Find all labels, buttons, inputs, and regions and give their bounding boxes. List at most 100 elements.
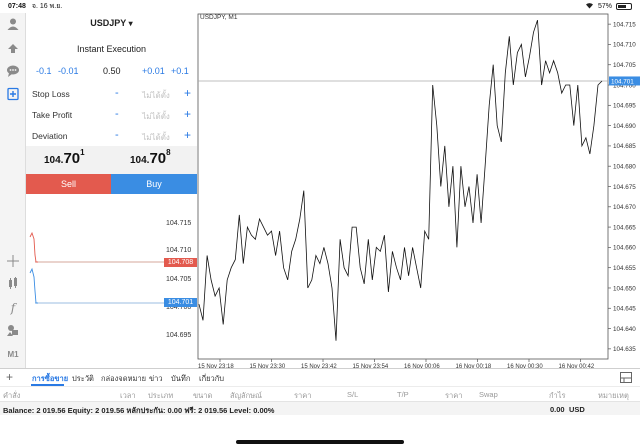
tab-about[interactable]: เกี่ยวกับ [199,374,225,383]
x-tick-label: 15 Nov 23:42 [301,364,337,369]
current-price-tag: 104.701 [611,78,634,85]
sell-price: 104.701 [44,148,85,168]
volume-minus-small-button[interactable]: -0.01 [58,66,79,76]
x-tick-label: 16 Nov 00:18 [456,364,492,369]
stop-loss-plus-button[interactable]: + [184,86,192,100]
symbol-selector[interactable]: USDJPY ▾ [26,18,197,28]
buy-price-prefix: 104. [130,155,150,166]
stop-loss-minus-button[interactable]: - [115,87,119,99]
execution-type[interactable]: Instant Execution [76,44,147,54]
deviation-input[interactable]: ไม่ได้ตั้ง [142,133,170,142]
tick-chart: 104.715 104.710 104.705 104.700 104.695 … [26,195,197,369]
col-current-price[interactable]: ราคา [445,391,463,400]
wifi-icon [585,2,594,11]
tab-news[interactable]: ข่าว [149,374,163,383]
main-chart[interactable]: USDJPY, M1 104.715 104.710 104.705 104.700 1… [197,13,640,369]
sell-button[interactable]: Sell [26,174,111,194]
y-tick-label: 104.715 [613,21,636,28]
buy-button[interactable]: Buy [111,174,197,194]
status-time: 07:48 [8,3,26,10]
y-tick-label: 104.650 [613,285,636,292]
col-price[interactable]: ราคา [294,391,312,400]
battery-fill [618,5,626,8]
timeframe-icon[interactable]: M1 [7,350,19,359]
volume-plus-big-button[interactable]: +0.1 [171,66,189,76]
left-toolbar: f M1 [0,13,26,369]
objects-icon[interactable] [5,323,21,339]
col-profit[interactable]: กำไร [549,391,566,400]
tab-history[interactable]: ประวัติ [72,374,94,383]
function-icon[interactable]: f [10,301,16,315]
stop-loss-input[interactable]: ไม่ได้ตั้ง [142,91,170,100]
mini-tick-2: 104.705 [166,276,192,283]
volume-plus-small-button[interactable]: +0.01 [142,66,165,76]
tab-mailbox[interactable]: กล่องจดหมาย [101,374,147,383]
chat-icon[interactable] [5,64,21,80]
y-tick-label: 104.690 [613,123,636,130]
y-tick-label: 104.680 [613,164,636,171]
deviation-label: Deviation [32,131,68,141]
price-series-line [198,19,603,341]
toolbar-toggle-icon[interactable] [620,372,632,385]
trade-icon[interactable] [5,41,21,57]
col-size[interactable]: ขนาด [193,391,213,400]
crosshair-icon[interactable] [5,254,21,270]
ask-price-tag: 104.708 [164,258,197,267]
col-comment[interactable]: หมายเหตุ [598,391,629,400]
plot-frame [197,13,609,360]
take-profit-row: Take Profit - ไม่ได้ตั้ง + [32,107,192,124]
terminal-tabs: + การซื้อขาย ประวัติ กล่องจดหมาย ข่าว บั… [0,369,640,386]
order-panel: USDJPY ▾ Instant Execution -0.1 -0.01 0.… [26,13,197,195]
bid-price-tag: 104.701 [164,298,197,307]
take-profit-label: Take Profit [32,110,73,120]
buy-price-point: 8 [166,148,171,157]
col-swap[interactable]: Swap [479,390,498,399]
chart-title: USDJPY, M1 [200,14,238,21]
battery-icon [616,3,632,10]
add-button[interactable]: + [6,370,14,384]
take-profit-minus-button[interactable]: - [115,108,119,120]
col-tp[interactable]: T/P [397,390,409,399]
x-tick-label: 16 Nov 00:42 [559,364,595,369]
tab-trade[interactable]: การซื้อขาย [32,374,69,383]
col-type[interactable]: ประเภท [148,391,174,400]
stop-loss-label: Stop Loss [32,89,70,99]
deviation-minus-button[interactable]: - [115,129,119,141]
volume-minus-big-button[interactable]: -0.1 [36,66,52,76]
balance-bar: Balance: 2 019.56 Equity: 2 019.56 หลักป… [0,401,640,415]
home-indicator [236,440,404,444]
sell-price-point: 1 [80,148,85,157]
col-symbol[interactable]: สัญลักษณ์ [230,391,263,400]
account-icon[interactable] [5,17,21,33]
prices-strip: 104.701 104.708 [26,146,197,174]
new-order-icon[interactable] [5,87,21,103]
y-tick-label: 104.655 [613,265,636,272]
y-tick-label: 104.695 [613,103,636,110]
account-currency: USD [569,405,585,414]
buy-price: 104.708 [130,148,171,168]
col-order[interactable]: คำสั่ง [3,391,21,400]
buy-price-pips: 70 [149,150,167,167]
deviation-plus-button[interactable]: + [184,128,192,142]
take-profit-plus-button[interactable]: + [184,107,192,121]
terminal-divider [0,368,640,369]
mini-tick-3: 104.700 [166,304,192,311]
symbol-name: USDJPY [90,18,127,28]
tab-journal[interactable]: บันทึก [171,374,191,383]
y-tick-label: 104.700 [613,82,636,89]
y-tick-label: 104.660 [613,245,636,252]
mini-tick-0: 104.715 [166,220,192,227]
deviation-row: Deviation - ไม่ได้ตั้ง + [32,128,192,145]
status-right: 57% [585,2,632,11]
y-tick-label: 104.675 [613,184,636,191]
y-tick-label: 104.685 [613,143,636,150]
stop-loss-row: Stop Loss - ไม่ได้ตั้ง + [32,86,192,103]
indicators-icon[interactable] [5,276,21,292]
volume-input[interactable]: 0.50 [103,66,121,76]
tick-chart-lines [29,231,164,304]
col-sl[interactable]: S/L [347,390,359,399]
mini-tick-4: 104.695 [166,332,192,339]
col-time[interactable]: เวลา [120,391,136,400]
take-profit-input[interactable]: ไม่ได้ตั้ง [142,112,170,121]
y-tick-label: 104.640 [613,326,636,333]
